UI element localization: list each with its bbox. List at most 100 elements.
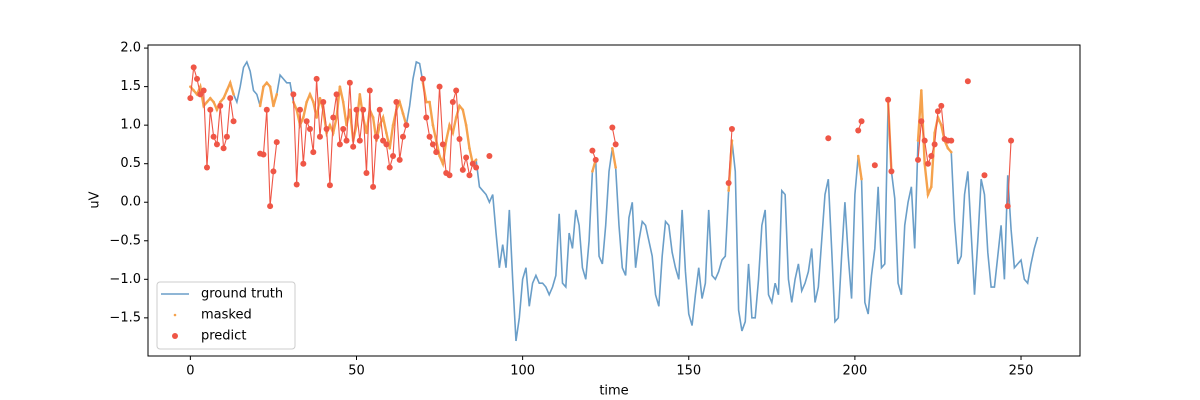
data-point	[614, 166, 617, 169]
data-point	[396, 156, 403, 163]
data-point	[401, 112, 405, 115]
data-point	[323, 126, 330, 133]
data-point	[725, 179, 732, 186]
y-tick-label: 2.0	[120, 41, 141, 56]
data-point	[591, 170, 594, 173]
legend-label: predict	[201, 329, 246, 344]
data-point	[441, 162, 445, 165]
data-point	[320, 99, 327, 106]
data-point	[727, 189, 730, 192]
data-point	[424, 100, 428, 104]
data-point	[318, 96, 322, 100]
data-point	[293, 181, 300, 188]
legend-label: ground truth	[201, 287, 283, 302]
series-line	[189, 60, 1039, 342]
data-point	[350, 143, 357, 150]
data-point	[200, 87, 207, 94]
data-point	[403, 122, 410, 129]
data-point	[370, 183, 377, 190]
data-point	[273, 139, 280, 146]
data-point	[297, 106, 304, 113]
legend-box	[156, 281, 296, 350]
data-point	[192, 89, 195, 92]
data-point	[348, 108, 352, 112]
data-point	[313, 75, 320, 82]
data-point	[263, 106, 270, 113]
data-point	[419, 75, 426, 82]
data-point	[215, 108, 219, 112]
data-point	[464, 123, 468, 127]
data-point	[612, 141, 619, 148]
data-point	[920, 89, 923, 92]
data-point	[463, 154, 470, 161]
data-point	[330, 114, 337, 121]
data-point	[232, 93, 235, 96]
data-point	[448, 123, 451, 127]
data-point	[391, 123, 395, 127]
data-point	[207, 106, 214, 113]
data-point	[423, 114, 430, 121]
data-point	[915, 156, 922, 163]
data-point	[964, 78, 971, 85]
data-point	[340, 126, 347, 133]
data-point	[341, 100, 345, 104]
data-point	[267, 203, 274, 210]
data-point	[312, 100, 315, 104]
data-point	[449, 99, 456, 106]
data-point	[338, 85, 342, 88]
data-point	[946, 146, 950, 150]
data-point	[343, 137, 350, 144]
data-point	[916, 139, 920, 142]
data-point	[203, 164, 210, 171]
data-point	[336, 141, 343, 148]
data-point	[208, 96, 212, 100]
data-point	[315, 116, 318, 119]
legend-label: masked	[201, 308, 252, 323]
data-point	[300, 160, 307, 167]
data-point	[888, 168, 895, 175]
x-tick-label: 200	[842, 364, 867, 379]
data-point	[589, 147, 596, 154]
data-point	[939, 123, 943, 127]
data-point	[310, 149, 317, 156]
data-point	[326, 182, 333, 189]
data-point	[928, 152, 935, 159]
data-point	[428, 100, 431, 104]
plot-frame	[147, 44, 1081, 357]
data-point	[459, 166, 466, 173]
data-point	[938, 102, 945, 109]
x-tick-label: 50	[348, 364, 365, 379]
data-point	[456, 136, 463, 143]
data-point	[858, 118, 865, 125]
data-point	[223, 133, 230, 140]
data-point	[358, 93, 362, 96]
data-point	[429, 141, 436, 148]
data-point	[355, 123, 358, 127]
legend-marker	[172, 333, 178, 339]
y-axis-label: uV	[88, 191, 103, 208]
data-point	[378, 123, 382, 127]
data-point	[212, 100, 215, 104]
data-point	[205, 100, 209, 104]
data-point	[918, 118, 925, 125]
data-point	[438, 154, 441, 158]
data-point	[306, 126, 313, 133]
y-tick-label: 1.0	[120, 118, 141, 133]
data-point	[431, 123, 435, 127]
x-tick-label: 0	[186, 364, 194, 379]
data-point	[451, 131, 455, 135]
data-point	[199, 85, 202, 88]
data-point	[265, 81, 269, 85]
data-point	[393, 99, 400, 106]
data-point	[213, 141, 220, 148]
data-point	[217, 102, 224, 109]
data-point	[187, 95, 194, 102]
data-point	[609, 124, 616, 131]
data-point	[190, 64, 197, 71]
data-point	[385, 131, 388, 135]
x-tick-label: 250	[1009, 364, 1034, 379]
y-tick-label: 0.5	[120, 156, 141, 171]
data-point	[333, 91, 340, 98]
data-point	[228, 81, 232, 85]
data-point	[444, 139, 448, 142]
